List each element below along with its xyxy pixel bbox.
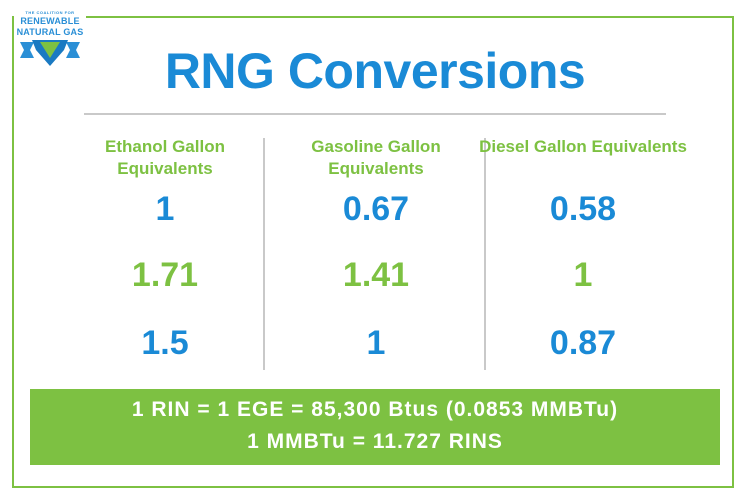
- column-divider: [484, 138, 486, 370]
- column-heading: Gasoline Gallon Equivalents: [311, 137, 441, 178]
- banner-line-2: 1 MMBTu = 11.727 RINS: [247, 430, 503, 453]
- logo-line-1: RENEWABLE: [20, 16, 80, 26]
- value-cell: 0.67: [342, 190, 410, 228]
- column-heading: Diesel Gallon Equivalents: [479, 137, 687, 156]
- ribbon-icon: [20, 40, 80, 66]
- column-diesel: Diesel Gallon Equivalents 0.58 1 0.87: [478, 136, 688, 360]
- border-frame: [12, 16, 734, 488]
- page-title: RNG Conversions: [164, 43, 586, 99]
- value-cell: 1: [366, 324, 386, 362]
- column-heading: Ethanol Gallon Equivalents: [105, 137, 225, 178]
- logo-line-2: NATURAL GAS: [16, 27, 84, 37]
- coalition-logo: THE COALITION FOR RENEWABLE NATURAL GAS: [14, 8, 86, 70]
- value-cell: 1: [573, 256, 593, 294]
- conversion-banner: 1 RIN = 1 EGE = 85,300 Btus (0.0853 MMBT…: [30, 389, 720, 465]
- value-cell: 1.5: [141, 324, 189, 362]
- value-cell: 0.87: [549, 324, 617, 362]
- value-cell: 0.58: [549, 190, 617, 228]
- column-ethanol: Ethanol Gallon Equivalents 1 1.71 1.5: [60, 136, 270, 360]
- title-divider: [84, 113, 666, 115]
- banner-line-1: 1 RIN = 1 EGE = 85,300 Btus (0.0853 MMBT…: [131, 398, 619, 421]
- column-divider: [263, 138, 265, 370]
- value-cell: 1.41: [342, 256, 410, 294]
- value-cell: 1: [155, 190, 175, 228]
- value-cell: 1.71: [131, 256, 199, 294]
- column-gasoline: Gasoline Gallon Equivalents 0.67 1.41 1: [271, 136, 481, 360]
- logo-tagline: THE COALITION FOR: [25, 10, 75, 15]
